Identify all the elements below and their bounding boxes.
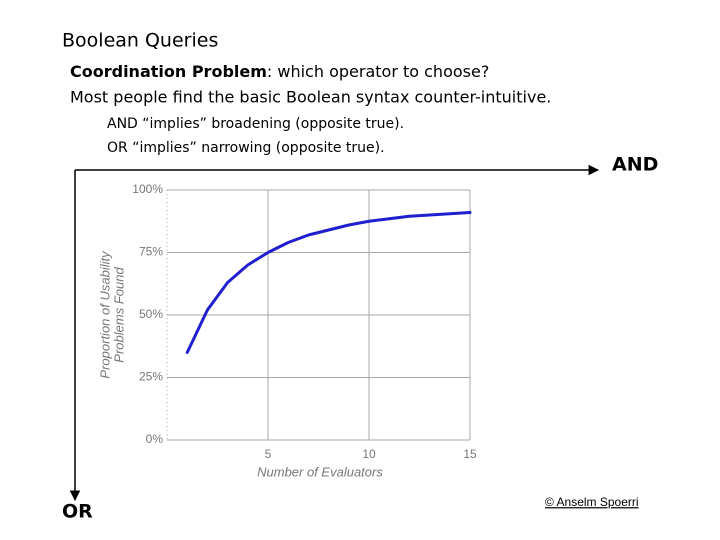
sub-bullet: OR “implies” narrowing (opposite true). [107, 140, 385, 156]
line [185, 211, 472, 354]
credit: © Anselm Spoerri [545, 495, 639, 509]
y-tick-label: 25% [139, 370, 163, 384]
bullet-text: : which operator to choose? [267, 62, 489, 81]
x-tick-label: 5 [265, 447, 272, 461]
slide-title: Boolean Queries [62, 30, 218, 52]
x-tick-label: 15 [463, 447, 477, 461]
y-tick-label: 100% [132, 182, 163, 196]
y-tick-label: 75% [139, 245, 163, 259]
y-tick-label: 50% [139, 307, 163, 321]
y-tick-label: 0% [146, 432, 164, 446]
y-axis-label: Problems Found [111, 267, 126, 363]
bullet-term: Coordination Problem [70, 62, 267, 81]
and-label: AND [612, 154, 658, 176]
bullet: Coordination Problem: which operator to … [70, 62, 489, 81]
bullet: Most people find the basic Boolean synta… [70, 88, 551, 107]
y-axis-label: Proportion of Usability [97, 250, 112, 379]
sub-bullet: AND “implies” broadening (opposite true)… [107, 116, 404, 132]
or-label: OR [62, 501, 93, 523]
x-tick-label: 10 [362, 447, 376, 461]
x-axis-label: Number of Evaluators [257, 464, 383, 479]
